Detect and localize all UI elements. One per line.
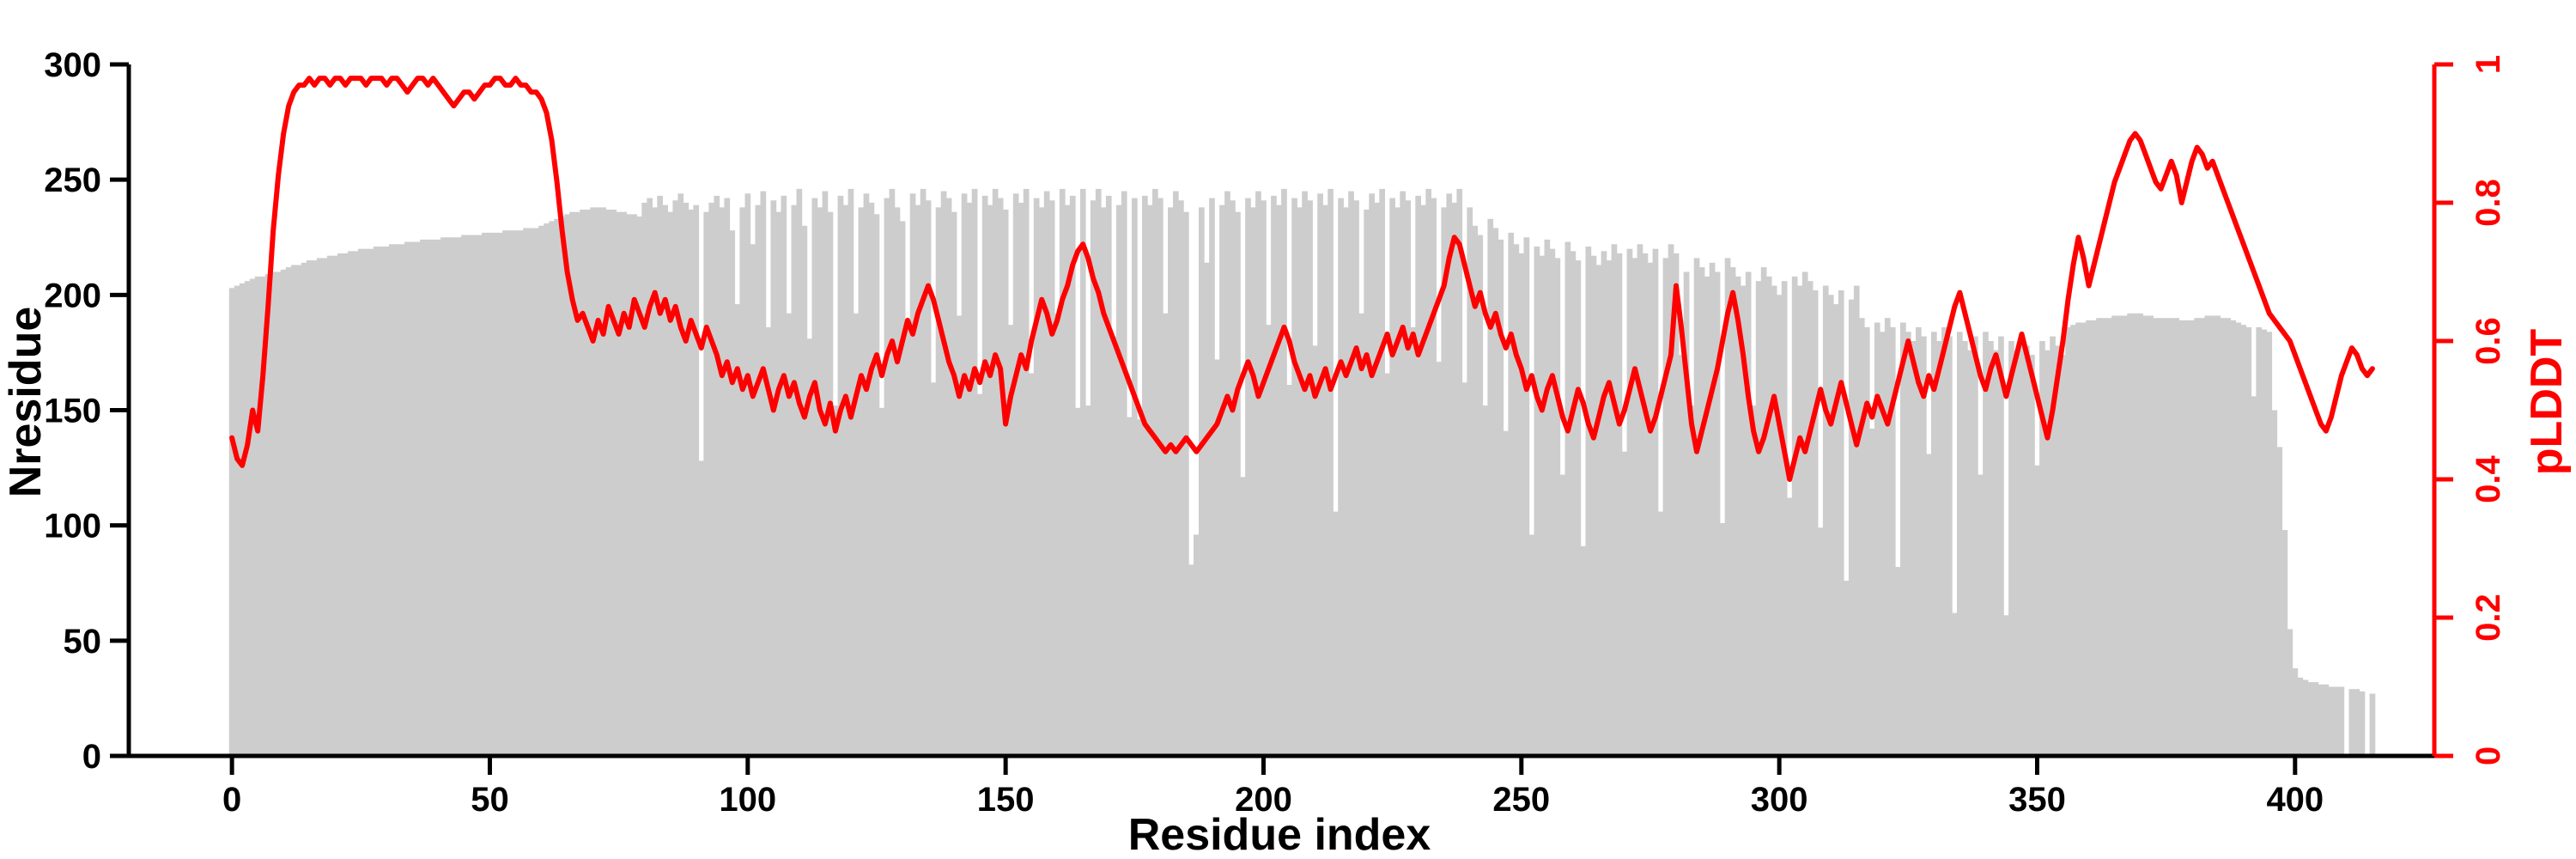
nresidue-bars xyxy=(228,188,2376,757)
x-tick-label: 50 xyxy=(471,781,509,819)
y-left-tick-label: 50 xyxy=(64,623,102,661)
y-left-tick-label: 0 xyxy=(82,738,101,776)
x-tick-label: 200 xyxy=(1235,781,1292,819)
right-axis-title: pLDDT xyxy=(2522,328,2572,476)
y-right-tick-label: 0.8 xyxy=(2470,179,2507,227)
x-tick-label: 300 xyxy=(1751,781,1808,819)
plddt-line xyxy=(229,76,2375,482)
x-axis-title: Residue index xyxy=(1127,810,1431,859)
x-tick-label: 150 xyxy=(977,781,1035,819)
y-right-tick-label: 0.4 xyxy=(2470,454,2507,503)
y-left-tick-label: 250 xyxy=(44,161,101,199)
y-left-tick-label: 100 xyxy=(44,508,101,545)
y-right-tick-label: 1 xyxy=(2470,55,2507,74)
y-left-tick-label: 200 xyxy=(44,277,101,314)
y-left-tick-label: 300 xyxy=(44,46,101,84)
y-right-tick-label: 0.2 xyxy=(2470,594,2507,642)
x-tick-label: 250 xyxy=(1492,781,1550,819)
axes xyxy=(110,62,2453,775)
left-axis-title: Nresidue xyxy=(1,306,51,498)
y-left-tick-label: 150 xyxy=(44,393,101,430)
x-tick-label: 350 xyxy=(2008,781,2066,819)
x-tick-label: 0 xyxy=(222,781,241,819)
y-right-tick-label: 0 xyxy=(2470,746,2507,765)
x-tick-label: 100 xyxy=(719,781,776,819)
y-right-tick-label: 0.6 xyxy=(2470,317,2507,365)
x-tick-label: 400 xyxy=(2266,781,2324,819)
